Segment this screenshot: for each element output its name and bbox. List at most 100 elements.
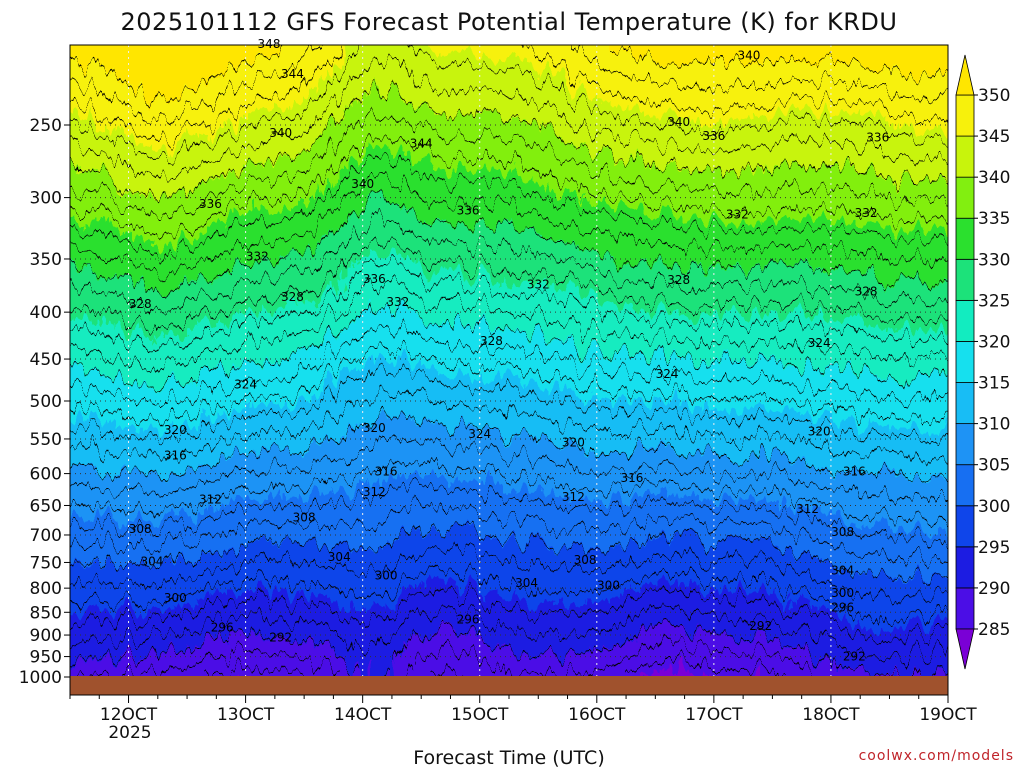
x-tick-label: 19OCT <box>919 705 977 725</box>
x-tick-label: 14OCT <box>334 705 392 725</box>
isentrope-314 <box>70 369 948 440</box>
contour-label: 308 <box>574 553 597 567</box>
isentrope-320 <box>70 304 948 385</box>
colorbar-label: 320 <box>978 332 1010 352</box>
contour-label: 300 <box>831 586 854 600</box>
colorbar-swatch <box>955 135 975 178</box>
y-axis: 250 300 350 400 450 500 550 600 650 700 750 800 850 9… <box>19 116 70 688</box>
isentrope-316 <box>70 347 948 421</box>
isentrope-338 <box>70 109 948 217</box>
y-tick-label: 300 <box>30 189 62 209</box>
isentrope-304 <box>70 483 948 539</box>
contour-label: 304 <box>515 576 538 590</box>
colorbar-label: 330 <box>978 250 1010 270</box>
contour-label: 304 <box>140 554 163 568</box>
colorbar-label: 310 <box>978 415 1010 435</box>
colorbar-swatch <box>955 299 975 342</box>
contour-label: 336 <box>457 204 480 218</box>
colorbar-label: 285 <box>978 620 1010 640</box>
isentrope-290 <box>70 624 948 677</box>
isentrope-350 <box>70 45 948 100</box>
colorbar-label: 350 <box>978 86 1010 106</box>
isentrope-302 <box>70 505 948 559</box>
isentrope-346 <box>70 45 948 139</box>
contour-label: 300 <box>164 591 187 605</box>
contour-label: 316 <box>843 465 866 479</box>
x-tick-label: 18OCT <box>802 705 860 725</box>
contour-label: 300 <box>597 579 620 593</box>
contour-label: 300 <box>375 569 398 583</box>
contour-label: 328 <box>855 285 878 299</box>
contour-label: 336 <box>702 129 725 143</box>
contour-label: 296 <box>831 601 854 615</box>
y-tick-label: 650 <box>30 496 62 516</box>
contour-label: 292 <box>269 630 292 644</box>
contour-label: 308 <box>831 525 854 539</box>
colorbar-swatch <box>955 587 975 630</box>
contour-label: 340 <box>738 49 761 63</box>
x-axis-year: 2025 <box>108 723 151 743</box>
isentrope-312 <box>70 392 948 460</box>
isentrope-330 <box>70 198 948 292</box>
isentrope-286 <box>209 658 787 677</box>
colorbar-swatch <box>955 341 975 383</box>
contour-label: 316 <box>164 448 187 462</box>
contour-label: 332 <box>246 250 269 264</box>
contour-label: 320 <box>164 423 187 437</box>
contour-label: 328 <box>480 334 503 348</box>
x-axis-label: Forecast Time (UTC) <box>413 747 604 768</box>
isentrope-306 <box>70 460 948 520</box>
contour-label: 344 <box>410 137 433 151</box>
contour-label: 336 <box>363 272 386 286</box>
ground-surface <box>70 676 948 695</box>
x-tick-label: 16OCT <box>568 705 626 725</box>
colorbar-label: 315 <box>978 374 1010 394</box>
colorbar-swatch <box>955 464 975 507</box>
contour-label: 312 <box>199 492 222 506</box>
contour-label: 336 <box>199 197 222 211</box>
colorbar-swatch <box>955 176 975 219</box>
contour-label: 316 <box>375 465 398 479</box>
colorbar-swatch <box>955 546 975 589</box>
contour-label: 304 <box>328 550 351 564</box>
colorbar-swatch <box>955 94 975 137</box>
contour-label: 340 <box>351 177 374 191</box>
contour-label: 292 <box>843 650 866 664</box>
isentrope-332 <box>70 177 948 273</box>
isentrope-334 <box>70 155 948 255</box>
y-tick-label: 800 <box>30 579 62 599</box>
chart-title: 2025101112 GFS Forecast Potential Temper… <box>121 8 898 36</box>
colorbar-swatch <box>955 382 975 425</box>
y-tick-label: 350 <box>30 250 62 270</box>
contour-label: 312 <box>796 502 819 516</box>
colorbar-label: 340 <box>978 168 1010 188</box>
colorbar-label: 325 <box>978 291 1010 311</box>
y-tick-label: 750 <box>30 553 62 573</box>
isentrope-340 <box>70 86 948 197</box>
contour-label: 340 <box>667 115 690 129</box>
contour-label: 316 <box>620 471 643 485</box>
x-tick-label: 12OCT <box>100 705 158 725</box>
isentrope-310 <box>70 415 948 480</box>
contour-label: 320 <box>562 436 585 450</box>
y-tick-label: 900 <box>30 626 62 646</box>
contour-label: 308 <box>129 522 152 536</box>
isentrope-298 <box>70 548 948 599</box>
isentrope-308 <box>70 438 948 500</box>
contour-label: 332 <box>386 295 409 309</box>
x-tick-label: 17OCT <box>685 705 743 725</box>
isentrope-lines <box>70 45 948 677</box>
y-tick-label: 700 <box>30 526 62 546</box>
isentrope-326 <box>70 241 948 329</box>
isentrope-322 <box>70 283 948 366</box>
colorbar-label: 345 <box>978 127 1010 147</box>
isentrope-300 <box>70 527 948 579</box>
isentrope-294 <box>70 589 948 638</box>
colorbar-swatch <box>955 258 975 301</box>
contour-label: 340 <box>269 126 292 140</box>
isentrope-324 <box>70 262 948 348</box>
isentrope-296 <box>70 569 948 618</box>
